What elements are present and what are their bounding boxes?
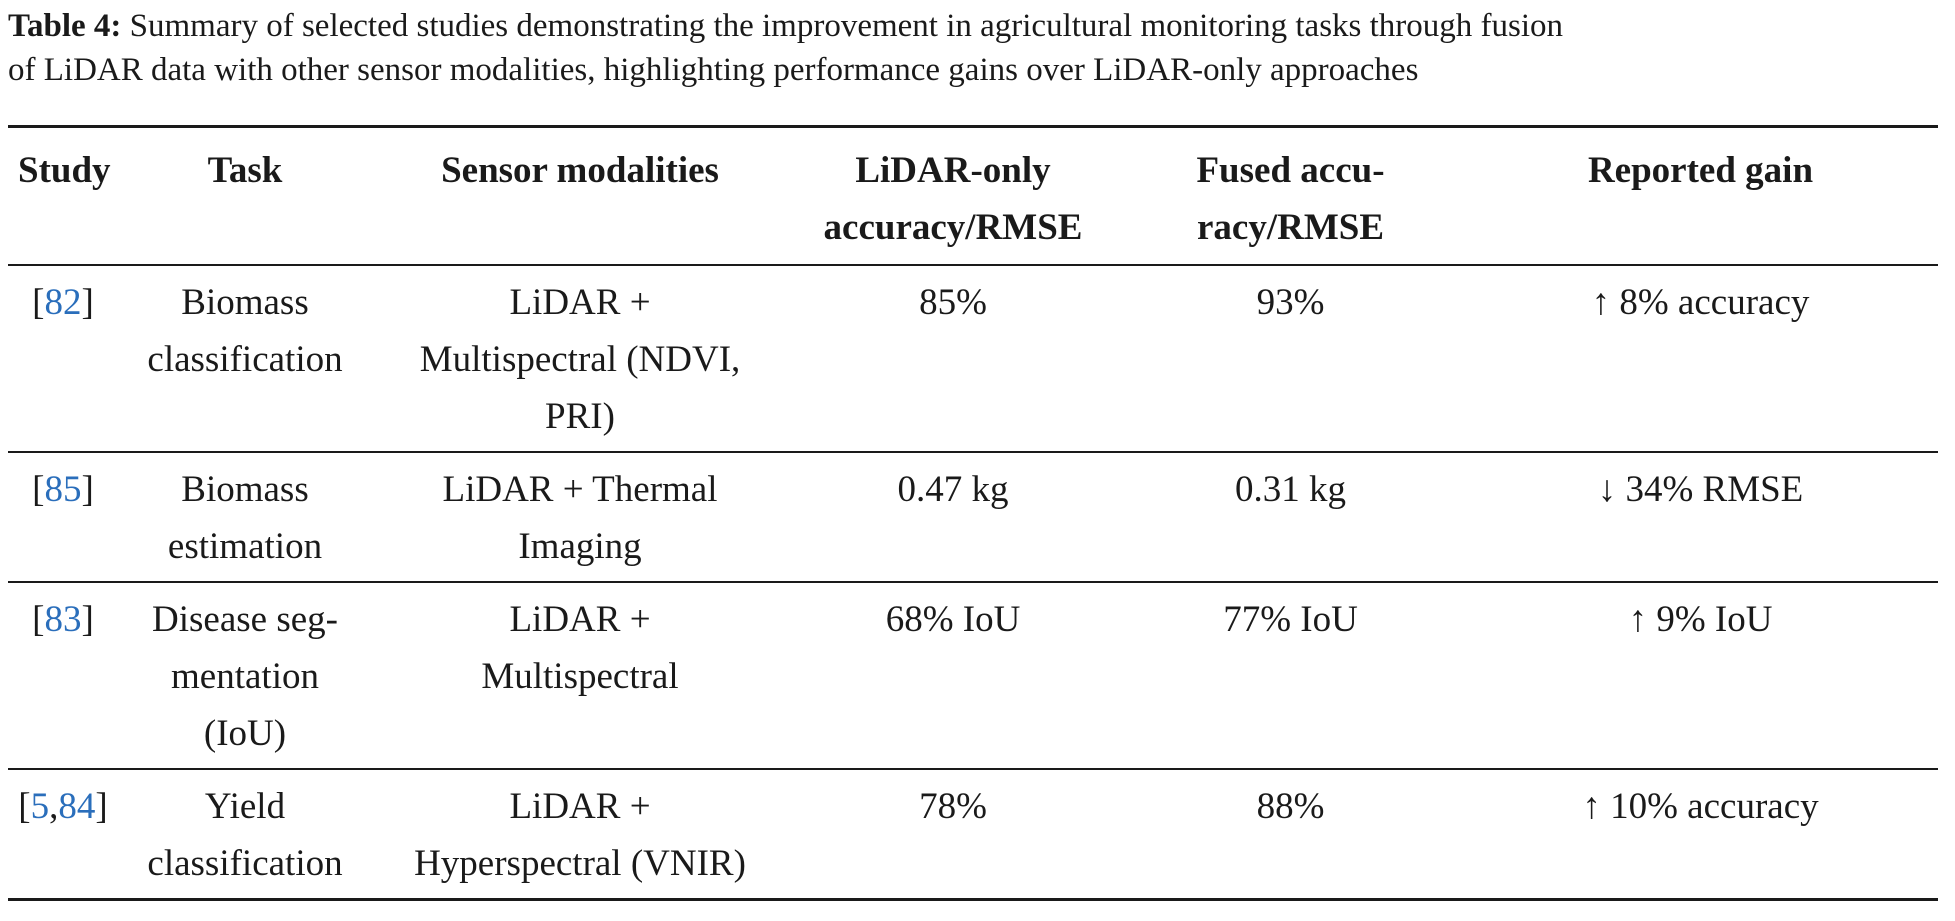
table-row: [82] Biomass classification LiDAR + Multispe… bbox=[8, 265, 1938, 452]
cell-study: [82] bbox=[8, 265, 118, 452]
cell-study: [85] bbox=[8, 452, 118, 582]
cell-fused: 0.31 kg bbox=[1235, 469, 1346, 510]
cell-sensor-line: LiDAR + bbox=[509, 786, 651, 827]
citation-link[interactable]: 5 bbox=[30, 786, 50, 827]
bracket-close: ] bbox=[95, 786, 108, 827]
cell-gain: ↑ 8% accuracy bbox=[1591, 282, 1810, 323]
cell-lidar-only: 0.47 kg bbox=[897, 469, 1009, 510]
bracket-close: ] bbox=[81, 599, 94, 640]
cell-task: Disease seg-mentation (IoU) bbox=[118, 582, 372, 769]
header-row: Study Task Sensor modalities LiDAR-only a… bbox=[8, 126, 1938, 266]
header-fused: Fused accu-racy/RMSE bbox=[1118, 127, 1463, 266]
cell-task: Yield classification bbox=[118, 769, 372, 900]
cell-study: [83] bbox=[8, 582, 118, 769]
cell-fused: 88% bbox=[1256, 786, 1325, 827]
citation-link[interactable]: 84 bbox=[58, 786, 96, 827]
header-fused-line-1: Fused accu- bbox=[1196, 150, 1385, 191]
cell-sensor-line: Imaging bbox=[518, 526, 642, 567]
header-study: Study bbox=[18, 150, 111, 191]
cell-sensor-line: LiDAR + bbox=[509, 282, 651, 323]
bracket-open: [ bbox=[32, 599, 45, 640]
cell-lidar-only: 85% bbox=[919, 282, 987, 323]
cell-sensor-line: LiDAR + bbox=[509, 599, 651, 640]
summary-table: Study Task Sensor modalities LiDAR-only a… bbox=[8, 125, 1938, 901]
bracket-open: [ bbox=[18, 786, 31, 827]
cell-fused: 93% bbox=[1256, 282, 1325, 323]
cell-task-line: Biomass bbox=[181, 469, 309, 510]
table-row: [5,84] Yield classification LiDAR + Hyperspe… bbox=[8, 769, 1938, 900]
caption-text-1: Summary of selected studies demonstratin… bbox=[129, 8, 1564, 44]
caption-line-1: Table 4: Summary of selected studies dem… bbox=[8, 4, 1953, 48]
header-task: Task bbox=[207, 150, 283, 191]
cell-task-line: (IoU) bbox=[203, 713, 287, 754]
citation-link[interactable]: 83 bbox=[44, 599, 82, 640]
bracket-open: [ bbox=[32, 469, 45, 510]
table-body: [82] Biomass classification LiDAR + Multispe… bbox=[8, 265, 1938, 900]
header-lidar-line-2: accuracy/RMSE bbox=[823, 207, 1083, 248]
cell-sensor: LiDAR + Multispectral bbox=[372, 582, 788, 769]
cell-sensor: LiDAR + Thermal Imaging bbox=[372, 452, 788, 582]
cell-task-line: estimation bbox=[167, 526, 323, 567]
cell-sensor-line: Multispectral (NDVI, bbox=[419, 339, 741, 380]
cell-sensor-line: Multispectral bbox=[481, 656, 679, 697]
cell-task: Biomass estimation bbox=[118, 452, 372, 582]
cell-lidar-only: 68% IoU bbox=[885, 599, 1021, 640]
cell-task-line: Yield bbox=[204, 786, 286, 827]
cell-sensor-line: Hyperspectral (VNIR) bbox=[414, 843, 746, 884]
cell-task-line: classification bbox=[147, 339, 343, 380]
header-fused-line-2: racy/RMSE bbox=[1196, 207, 1385, 248]
cell-fused: 77% IoU bbox=[1223, 599, 1358, 640]
cell-sensor-line: LiDAR + Thermal bbox=[442, 469, 718, 510]
citation-separator: , bbox=[49, 786, 59, 827]
table-row: [83] Disease seg-mentation (IoU) LiDAR + Mul… bbox=[8, 582, 1938, 769]
bracket-close: ] bbox=[81, 469, 94, 510]
bracket-open: [ bbox=[32, 282, 45, 323]
cell-task-line: Biomass bbox=[181, 282, 309, 323]
cell-sensor: LiDAR + Hyperspectral (VNIR) bbox=[372, 769, 788, 900]
cell-task-line: classification bbox=[147, 843, 343, 884]
cell-task-line: Disease seg- bbox=[152, 599, 338, 640]
table-caption: Table 4: Summary of selected studies dem… bbox=[8, 4, 1953, 92]
table-row: [85] Biomass estimation LiDAR + Thermal Imag… bbox=[8, 452, 1938, 582]
cell-gain: ↑ 9% IoU bbox=[1628, 599, 1773, 640]
cell-lidar-only: 78% bbox=[919, 786, 987, 827]
header-lidar-only: LiDAR-only accuracy/RMSE bbox=[788, 127, 1118, 266]
caption-label: Table 4: bbox=[8, 8, 122, 44]
cell-gain: ↓ 34% RMSE bbox=[1597, 469, 1804, 510]
cell-sensor-line: PRI) bbox=[545, 396, 615, 437]
cell-sensor: LiDAR + Multispectral (NDVI, PRI) bbox=[372, 265, 788, 452]
header-gain: Reported gain bbox=[1587, 150, 1814, 191]
caption-line-2: of LiDAR data with other sensor modaliti… bbox=[8, 52, 1419, 88]
cell-gain: ↑ 10% accuracy bbox=[1582, 786, 1819, 827]
header-lidar-line-1: LiDAR-only bbox=[855, 150, 1051, 191]
citation-link[interactable]: 82 bbox=[44, 282, 82, 323]
cell-study: [5,84] bbox=[8, 769, 118, 900]
cell-task-line: mentation bbox=[171, 656, 319, 697]
bracket-close: ] bbox=[81, 282, 94, 323]
citation-link[interactable]: 85 bbox=[44, 469, 82, 510]
header-sensor: Sensor modalities bbox=[441, 150, 719, 191]
cell-task: Biomass classification bbox=[118, 265, 372, 452]
